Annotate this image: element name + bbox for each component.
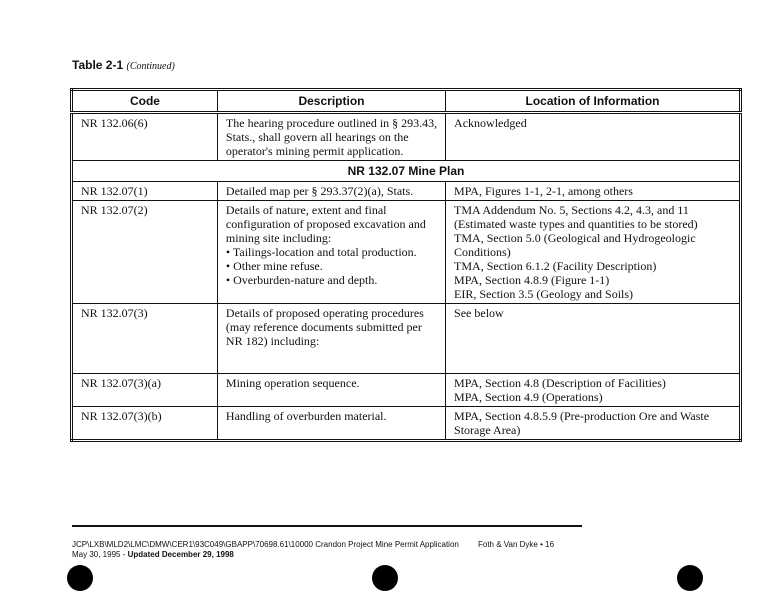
requirements-table: Code Description Location of Information N… [70,88,742,442]
code-cell: NR 132.07(3)(a) [71,373,218,407]
column-header: Code [71,89,218,114]
description-cell: The hearing procedure outlined in § 293.… [216,112,447,161]
code-cell: NR 132.07(3) [71,303,218,374]
table-title: Table 2-1 (Continued) [72,58,175,72]
table-row: NR 132.07(3) Details of proposed operatin… [71,303,741,374]
table-row: NR 132.07(3)(b) Handling of overburden ma… [71,406,741,441]
location-line: See below [454,306,504,320]
footer-left: JCP\LXB\MLD2\LMC\DMW\CER1\93C049\GBAPP\7… [72,540,459,560]
footer-updated: Updated December 29, 1998 [127,550,234,559]
table-row: NR 132.07 Mine Plan [71,160,741,182]
description-text: Details of proposed operating procedures… [225,306,424,348]
location-line: TMA, Section 6.1.2 (Facility Description… [454,259,657,273]
table-continued: (Continued) [126,61,175,72]
description-text: Mining operation sequence. [225,376,360,390]
footer-rule [72,525,582,527]
location-cell: MPA, Figures 1-1, 2-1, among others [445,181,741,201]
code-cell: NR 132.07(1) [71,181,218,201]
description-cell: Details of nature, extent and final conf… [216,200,447,304]
description-cell: Details of proposed operating procedures… [216,303,447,374]
location-cell: See below [445,303,741,374]
location-line: MPA, Section 4.9 (Operations) [454,390,603,404]
description-text: Detailed map per § 293.37(2)(a), Stats. [225,184,414,198]
location-cell: TMA Addendum No. 5, Sections 4.2, 4.3, a… [445,200,741,304]
description-text: Handling of overburden material. [225,409,387,423]
description-cell: Handling of overburden material. [216,406,447,441]
footer-date: May 30, 1995 - [72,550,128,559]
location-line: TMA Addendum No. 5, Sections 4.2, 4.3, a… [454,203,698,231]
punch-hole [677,565,703,591]
table-row: NR 132.07(1) Detailed map per § 293.37(2)… [71,181,741,201]
location-cell: MPA, Section 4.8.5.9 (Pre-production Ore… [445,406,741,441]
table-row: NR 132.07(2) Details of nature, extent an… [71,200,741,304]
location-line: TMA, Section 5.0 (Geological and Hydroge… [454,231,696,259]
section-header: NR 132.07 Mine Plan [71,160,741,182]
table-row: NR 132.06(6) The hearing procedure outlin… [71,112,741,161]
punch-hole [67,565,93,591]
code-cell: NR 132.06(6) [71,112,218,161]
description-cell: Mining operation sequence. [216,373,447,407]
column-header: Location of Information [445,89,741,114]
bullet-item: Other mine refuse. [226,259,440,273]
bullet-item: Tailings-location and total production. [226,245,440,259]
location-cell: Acknowledged [445,112,741,161]
column-header: Description [216,89,447,114]
location-line: MPA, Section 4.8.9 (Figure 1-1) [454,273,610,287]
location-line: Acknowledged [454,116,527,130]
code-cell: NR 132.07(2) [71,200,218,304]
description-cell: Detailed map per § 293.37(2)(a), Stats. [216,181,447,201]
footer-page: Foth & Van Dyke • 16 [478,540,555,549]
description-text: Details of nature, extent and final conf… [225,203,426,245]
code-cell: NR 132.07(3)(b) [71,406,218,441]
location-line: MPA, Figures 1-1, 2-1, among others [454,184,633,198]
table-row: NR 132.07(3)(a) Mining operation sequence… [71,373,741,407]
bullet-list: Tailings-location and total production.O… [226,245,440,287]
location-cell: MPA, Section 4.8 (Description of Facilit… [445,373,741,407]
table-number: Table 2-1 [72,58,124,72]
location-line: EIR, Section 3.5 (Geology and Soils) [454,287,634,301]
bullet-item: Overburden-nature and depth. [226,273,440,287]
location-line: MPA, Section 4.8.5.9 (Pre-production Ore… [454,409,710,437]
punch-hole [372,565,398,591]
footer-path: JCP\LXB\MLD2\LMC\DMW\CER1\93C049\GBAPP\7… [72,540,459,549]
description-text: The hearing procedure outlined in § 293.… [225,116,438,158]
location-line: MPA, Section 4.8 (Description of Facilit… [454,376,666,390]
